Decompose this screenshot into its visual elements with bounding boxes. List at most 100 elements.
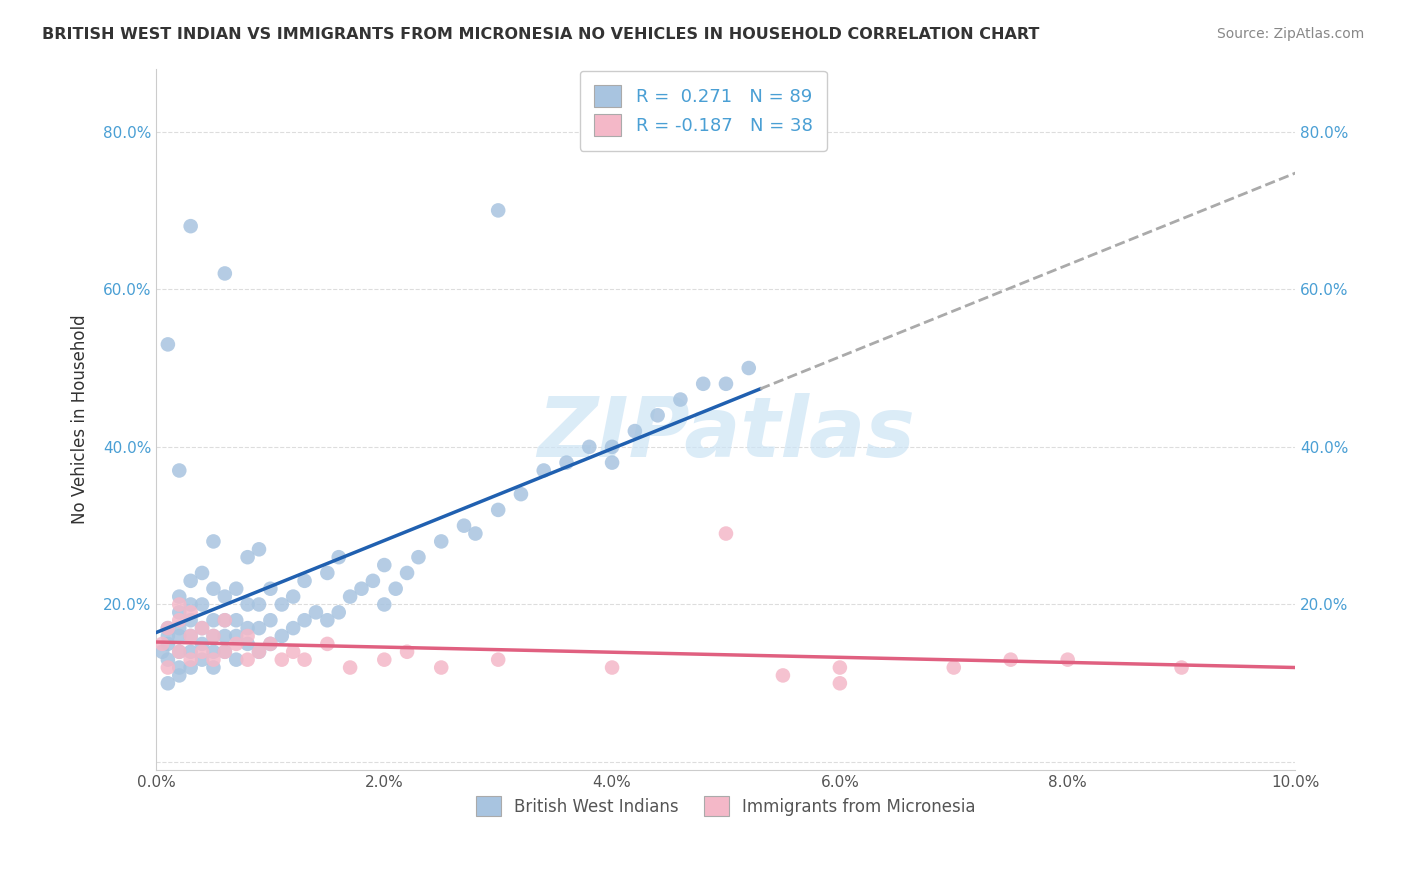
Point [259, 637, 281, 651]
Point [225, 653, 247, 667]
Point [1170, 660, 1192, 674]
Point [738, 361, 761, 376]
Point [156, 629, 179, 643]
Point [225, 613, 247, 627]
Point [373, 653, 395, 667]
Point [316, 566, 339, 580]
Point [408, 550, 430, 565]
Text: Source: ZipAtlas.com: Source: ZipAtlas.com [1216, 27, 1364, 41]
Point [339, 660, 361, 674]
Point [236, 621, 259, 635]
Point [247, 645, 270, 659]
Point [191, 566, 214, 580]
Point [180, 606, 202, 620]
Point [373, 598, 395, 612]
Point [361, 574, 384, 588]
Point [202, 645, 225, 659]
Point [214, 645, 236, 659]
Point [772, 668, 794, 682]
Point [339, 590, 361, 604]
Point [259, 637, 281, 651]
Point [316, 637, 339, 651]
Point [169, 645, 191, 659]
Point [169, 590, 191, 604]
Point [600, 456, 623, 470]
Point [169, 660, 191, 674]
Point [316, 613, 339, 627]
Point [191, 621, 214, 635]
Point [191, 653, 214, 667]
Point [180, 219, 202, 234]
Point [373, 558, 395, 572]
Point [150, 637, 173, 651]
Point [180, 598, 202, 612]
Point [828, 660, 851, 674]
Point [259, 613, 281, 627]
Point [486, 503, 509, 517]
Point [191, 598, 214, 612]
Point [214, 629, 236, 643]
Point [270, 629, 292, 643]
Point [647, 409, 669, 423]
Point [270, 653, 292, 667]
Point [202, 582, 225, 596]
Point [259, 582, 281, 596]
Point [624, 424, 647, 438]
Point [453, 518, 475, 533]
Point [180, 645, 202, 659]
Text: ZIPatlas: ZIPatlas [537, 392, 915, 474]
Point [247, 542, 270, 557]
Y-axis label: No Vehicles in Household: No Vehicles in Household [72, 315, 89, 524]
Point [180, 629, 202, 643]
Point [156, 337, 179, 351]
Point [669, 392, 692, 407]
Point [169, 668, 191, 682]
Point [384, 582, 406, 596]
Point [169, 598, 191, 612]
Point [214, 267, 236, 281]
Point [714, 526, 737, 541]
Point [236, 637, 259, 651]
Point [1000, 653, 1022, 667]
Point [294, 653, 316, 667]
Point [202, 629, 225, 643]
Point [156, 653, 179, 667]
Point [600, 440, 623, 454]
Point [202, 660, 225, 674]
Point [283, 645, 305, 659]
Point [156, 621, 179, 635]
Point [294, 613, 316, 627]
Point [180, 660, 202, 674]
Point [236, 550, 259, 565]
Point [214, 645, 236, 659]
Point [942, 660, 965, 674]
Point [430, 534, 453, 549]
Point [214, 613, 236, 627]
Point [191, 637, 214, 651]
Point [180, 629, 202, 643]
Point [202, 629, 225, 643]
Point [225, 582, 247, 596]
Point [236, 653, 259, 667]
Point [202, 653, 225, 667]
Point [202, 534, 225, 549]
Point [486, 653, 509, 667]
Point [169, 629, 191, 643]
Point [156, 621, 179, 635]
Point [169, 606, 191, 620]
Point [225, 637, 247, 651]
Point [247, 645, 270, 659]
Point [214, 613, 236, 627]
Point [180, 613, 202, 627]
Point [396, 566, 419, 580]
Point [283, 590, 305, 604]
Point [180, 653, 202, 667]
Point [225, 629, 247, 643]
Point [294, 574, 316, 588]
Point [156, 660, 179, 674]
Point [191, 645, 214, 659]
Point [169, 463, 191, 477]
Point [156, 637, 179, 651]
Point [305, 606, 328, 620]
Point [578, 440, 600, 454]
